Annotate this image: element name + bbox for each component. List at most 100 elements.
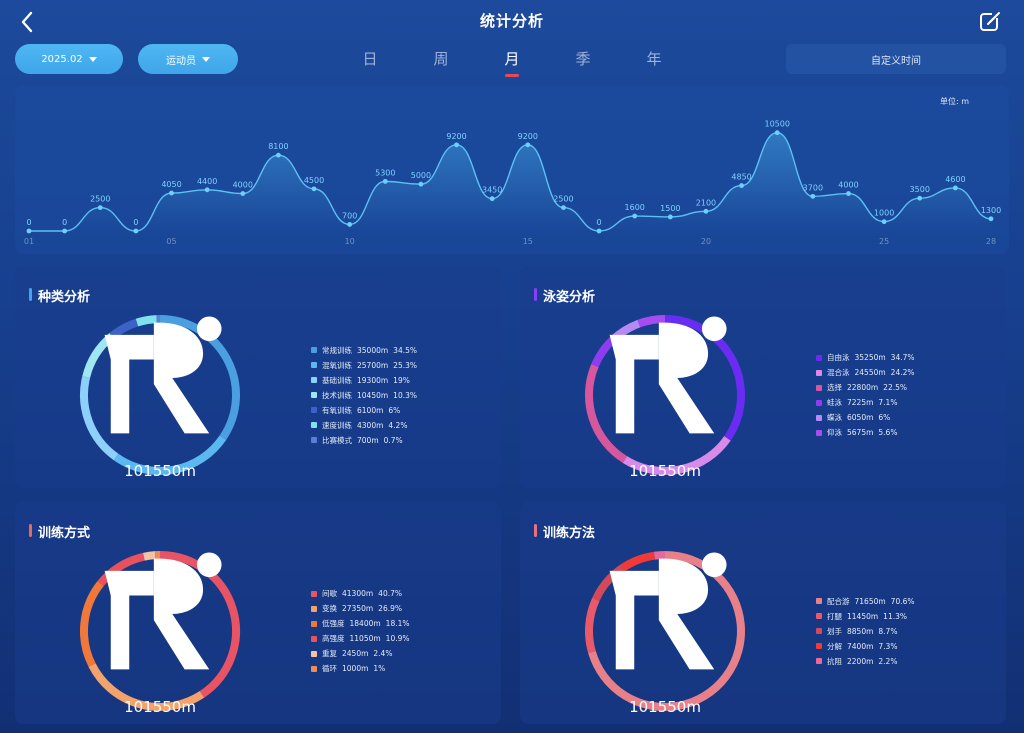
- tab-week[interactable]: 周: [433, 50, 449, 68]
- legend-value: 27350m: [342, 604, 374, 613]
- legend-value: 6050m: [847, 413, 874, 422]
- donut-center: 101550m: [75, 310, 245, 480]
- legend-item: 基础训练 19300m 19%: [311, 373, 417, 388]
- donut-slice: [653, 551, 666, 560]
- legend-swatch: [816, 399, 822, 406]
- line-point: [169, 190, 174, 196]
- athlete-select[interactable]: 运动员: [138, 44, 238, 74]
- legend-percent: 10.3%: [393, 390, 417, 400]
- donut-chart: 101550m: [580, 546, 750, 716]
- daily-distance-chart: 0 0 2500 0 4050 4400 4000 8100 4500 700 5300 5000 92…: [15, 86, 1009, 254]
- stroke-analysis-card: 泳姿分析 101550m 自由泳 35250m 34.7% 混合泳 24550m 24.2% 选…: [520, 266, 1006, 488]
- line-point: [97, 205, 103, 210]
- tab-year[interactable]: 年: [646, 50, 662, 68]
- donut-slice: [664, 315, 745, 441]
- legend-name: 蛙泳: [827, 398, 842, 407]
- donut-slice: [143, 551, 156, 561]
- donut-slice: [637, 315, 666, 328]
- tab-day[interactable]: 日: [362, 50, 378, 68]
- line-point: [561, 205, 566, 210]
- legend-value: 7225m: [847, 398, 874, 407]
- legend-value: 700m: [357, 435, 379, 445]
- legend-swatch: [816, 354, 822, 361]
- title-accent-bar: [29, 288, 32, 301]
- data-label: 3450: [482, 186, 502, 195]
- legend-value: 1000m: [342, 664, 369, 673]
- legend-name: 仰泳: [827, 428, 842, 437]
- card-title-text: 训练方式: [38, 526, 91, 541]
- data-label: 0: [133, 218, 138, 227]
- data-label: 5000: [411, 171, 431, 180]
- legend-name: 蝶泳: [827, 413, 842, 422]
- donut-total: 101550m: [124, 698, 196, 716]
- brand-logo-icon: [104, 552, 222, 670]
- date-select[interactable]: 2025.02: [15, 44, 123, 74]
- x-tick-label: 25: [879, 237, 889, 246]
- donut-slice: [80, 376, 119, 461]
- legend-value: 11050m: [349, 634, 381, 643]
- legend-name: 高强度: [322, 634, 345, 643]
- edit-icon[interactable]: [978, 10, 1002, 34]
- donut-slice: [159, 315, 240, 440]
- line-point: [26, 228, 32, 234]
- legend-percent: 6%: [388, 405, 401, 415]
- legend-value: 2450m: [342, 649, 369, 658]
- legend-percent: 10.9%: [385, 634, 410, 643]
- custom-time-button[interactable]: 自定义时间: [786, 44, 1006, 74]
- data-label: 9200: [446, 132, 466, 141]
- legend-swatch: [311, 422, 317, 428]
- legend-percent: 7.1%: [878, 398, 898, 407]
- donut-svg: [80, 551, 240, 711]
- brand-logo-icon: [104, 316, 222, 434]
- tab-quarter[interactable]: 季: [575, 50, 591, 68]
- legend-value: 5675m: [847, 428, 874, 437]
- x-tick-label: 15: [523, 237, 533, 246]
- legend-value: 24550m: [854, 368, 886, 377]
- legend-swatch: [311, 377, 317, 383]
- line-point: [846, 191, 851, 196]
- back-icon[interactable]: [14, 8, 42, 36]
- line-point: [703, 208, 709, 214]
- legend-percent: 34.5%: [393, 345, 417, 355]
- x-tick-label: 01: [24, 237, 34, 246]
- line-point: [667, 214, 673, 220]
- brand-logo-icon: [609, 316, 727, 434]
- legend-name: 分解: [827, 641, 842, 651]
- card-title: 泳姿分析: [534, 286, 595, 305]
- training-method-card: 训练方法 101550m 配合游 71650m 70.6% 打腿 11450m 11.3% 划手…: [520, 502, 1006, 724]
- legend-value: 7400m: [847, 641, 874, 651]
- legend-value: 4300m: [357, 420, 384, 430]
- legend: 自由泳 35250m 34.7% 混合泳 24550m 24.2% 选择 22800m 22.5…: [816, 350, 915, 440]
- donut-slice: [135, 315, 157, 327]
- data-label: 4000: [233, 181, 253, 190]
- legend-percent: 19%: [393, 375, 410, 385]
- legend-percent: 25.3%: [393, 360, 417, 370]
- legend-name: 划手: [827, 626, 842, 636]
- donut-svg: [585, 315, 745, 475]
- legend-value: 11450m: [847, 611, 879, 621]
- legend-value: 35000m: [357, 345, 389, 355]
- legend-item: 划手 8850m 8.7%: [816, 624, 915, 639]
- data-label: 1300: [981, 206, 1001, 215]
- legend-name: 选择: [827, 383, 842, 392]
- legend-name: 速度训练: [322, 420, 352, 430]
- line-point: [739, 183, 744, 188]
- line-point: [881, 219, 887, 225]
- donut-slice: [585, 364, 628, 463]
- date-select-label: 2025.02: [41, 53, 83, 65]
- x-tick-label: 20: [701, 237, 711, 246]
- legend: 常规训练 35000m 34.5% 混氧训练 25700m 25.3% 基础训练 19300m…: [311, 343, 417, 448]
- legend-percent: 70.6%: [890, 596, 915, 606]
- data-label: 4850: [731, 173, 751, 182]
- data-label: 0: [62, 218, 67, 227]
- legend-item: 打腿 11450m 11.3%: [816, 609, 915, 624]
- legend-item: 自由泳 35250m 34.7%: [816, 350, 915, 365]
- donut-slice: [97, 552, 145, 587]
- data-label: 3500: [910, 185, 930, 194]
- tab-month[interactable]: 月: [497, 48, 527, 77]
- legend-percent: 24.2%: [890, 368, 915, 377]
- line-point: [810, 193, 816, 199]
- data-label: 9200: [518, 132, 538, 141]
- legend-name: 抗阻: [827, 656, 842, 666]
- unit-label: 单位: m: [939, 97, 969, 106]
